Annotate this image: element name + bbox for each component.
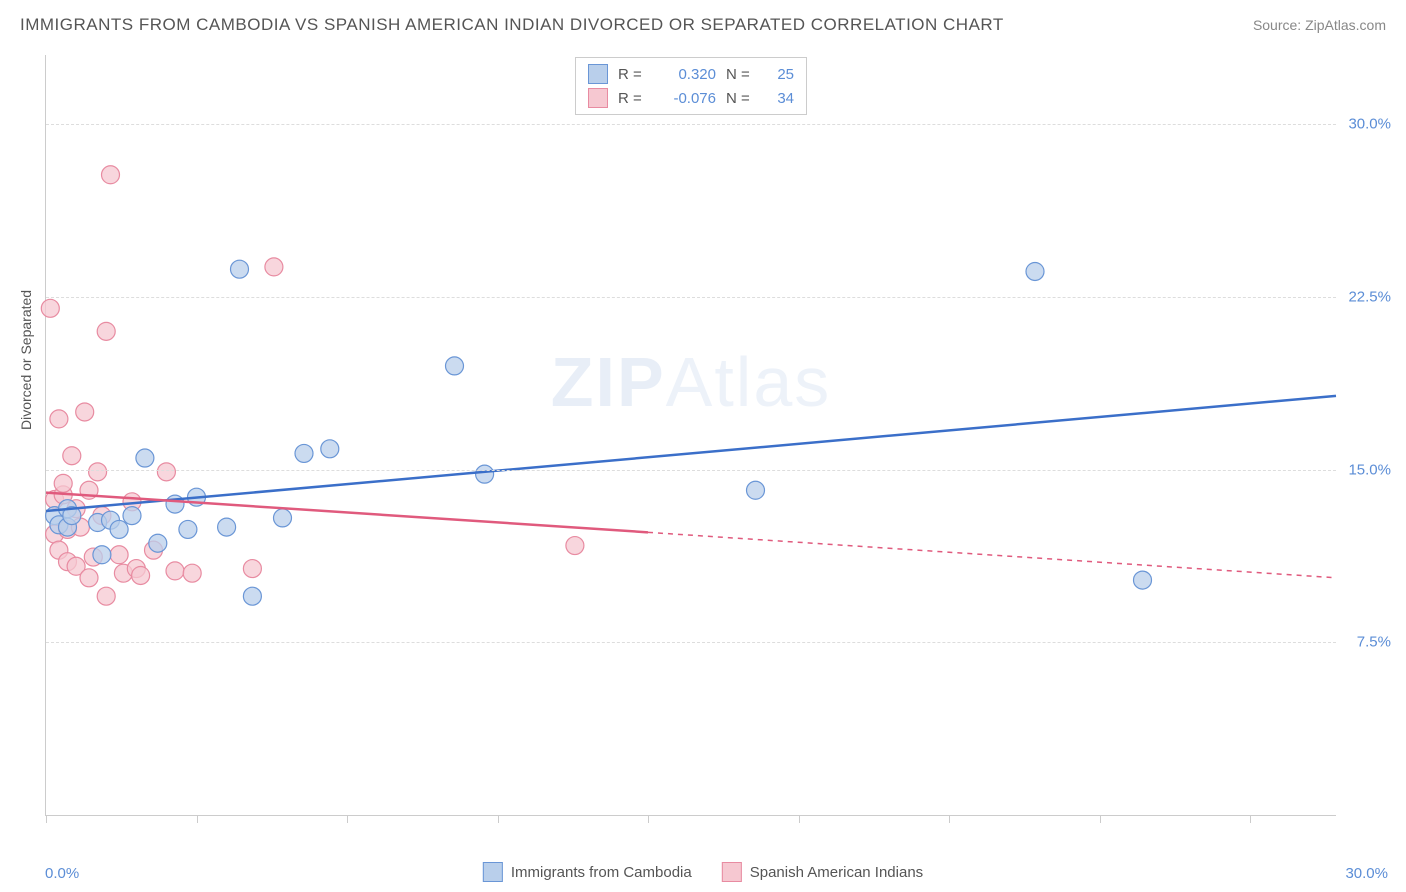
gridline: [46, 642, 1336, 643]
data-point: [476, 465, 494, 483]
data-point: [76, 403, 94, 421]
data-point: [110, 520, 128, 538]
gridline: [46, 297, 1336, 298]
data-point: [231, 260, 249, 278]
data-point: [321, 440, 339, 458]
source-attribution: Source: ZipAtlas.com: [1253, 17, 1386, 33]
trend-line-dashed: [648, 532, 1336, 577]
data-point: [1026, 262, 1044, 280]
gridline: [46, 470, 1336, 471]
data-point: [132, 566, 150, 584]
data-point: [446, 357, 464, 375]
data-point: [218, 518, 236, 536]
legend-swatch: [722, 862, 742, 882]
data-point: [265, 258, 283, 276]
y-tick-label: 7.5%: [1357, 634, 1391, 651]
data-point: [123, 507, 141, 525]
x-tick: [46, 815, 47, 823]
x-tick: [1250, 815, 1251, 823]
data-point: [243, 587, 261, 605]
data-point: [166, 562, 184, 580]
data-point: [41, 299, 59, 317]
data-point: [183, 564, 201, 582]
legend-label: Spanish American Indians: [750, 864, 923, 881]
x-tick: [949, 815, 950, 823]
legend-item: Spanish American Indians: [722, 862, 923, 882]
gridline: [46, 124, 1336, 125]
legend-stat-row: R =0.320N =25: [584, 62, 798, 86]
data-point: [102, 166, 120, 184]
data-point: [50, 410, 68, 428]
legend-swatch: [588, 64, 608, 84]
data-point: [157, 463, 175, 481]
data-point: [295, 444, 313, 462]
x-axis-min: 0.0%: [45, 865, 79, 882]
data-point: [80, 569, 98, 587]
data-point: [566, 537, 584, 555]
data-point: [93, 546, 111, 564]
legend-bottom: Immigrants from Cambodia Spanish American…: [483, 862, 923, 882]
legend-swatch: [588, 88, 608, 108]
data-point: [97, 322, 115, 340]
trend-line: [46, 396, 1336, 511]
data-point: [97, 587, 115, 605]
plot-area: ZIPAtlas R =0.320N =25R =-0.076N =34 7.5…: [45, 55, 1336, 816]
chart-svg: [46, 55, 1336, 815]
data-point: [63, 447, 81, 465]
x-tick: [1100, 815, 1101, 823]
data-point: [136, 449, 154, 467]
data-point: [747, 481, 765, 499]
data-point: [274, 509, 292, 527]
y-tick-label: 15.0%: [1348, 461, 1391, 478]
data-point: [179, 520, 197, 538]
data-point: [1134, 571, 1152, 589]
data-point: [54, 474, 72, 492]
data-point: [243, 560, 261, 578]
legend-label: Immigrants from Cambodia: [511, 864, 692, 881]
data-point: [110, 546, 128, 564]
x-tick: [648, 815, 649, 823]
legend-swatch: [483, 862, 503, 882]
data-point: [149, 534, 167, 552]
x-axis-max: 30.0%: [1345, 865, 1388, 882]
y-tick-label: 22.5%: [1348, 288, 1391, 305]
x-tick: [799, 815, 800, 823]
x-tick: [197, 815, 198, 823]
data-point: [89, 463, 107, 481]
legend-item: Immigrants from Cambodia: [483, 862, 692, 882]
legend-stat-row: R =-0.076N =34: [584, 86, 798, 110]
y-axis-label: Divorced or Separated: [18, 290, 34, 430]
x-tick: [498, 815, 499, 823]
chart-title: IMMIGRANTS FROM CAMBODIA VS SPANISH AMER…: [20, 15, 1004, 35]
legend-stats: R =0.320N =25R =-0.076N =34: [575, 57, 807, 115]
x-tick: [347, 815, 348, 823]
y-tick-label: 30.0%: [1348, 116, 1391, 133]
